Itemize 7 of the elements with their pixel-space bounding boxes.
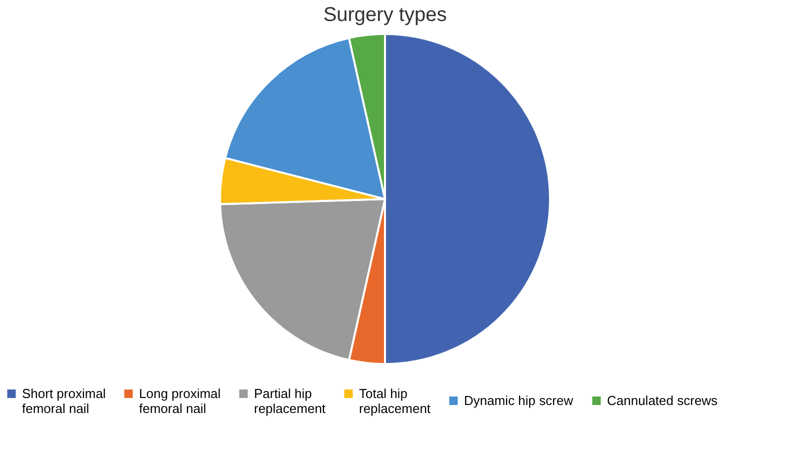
legend-label: Partial hip replacement [254, 386, 326, 416]
legend-label: Cannulated screws [607, 392, 718, 408]
legend-label: Total hip replacement [359, 386, 431, 416]
legend-label: Short proximal femoral nail [22, 386, 106, 416]
chart-title: Surgery types [323, 4, 447, 26]
legend-label: Dynamic hip screw [464, 392, 574, 408]
legend-label: Long proximal femoral nail [139, 386, 221, 416]
